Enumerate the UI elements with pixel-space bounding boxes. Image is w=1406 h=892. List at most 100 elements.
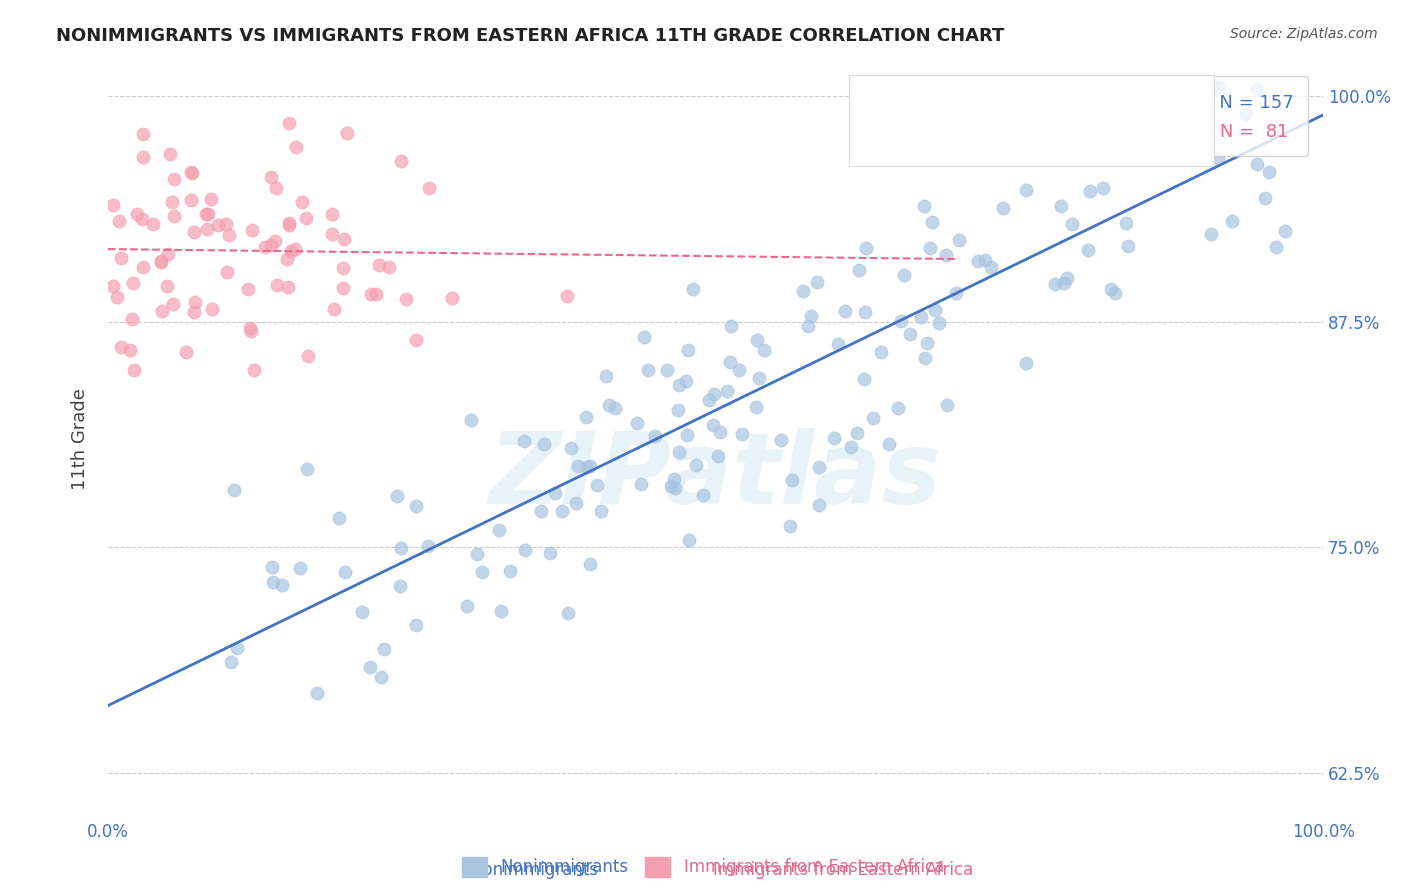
Point <box>550 504 572 518</box>
Point <box>120 343 142 357</box>
Point <box>260 169 283 184</box>
Point <box>276 252 298 267</box>
Point <box>747 333 769 347</box>
Point <box>1091 180 1114 194</box>
Point <box>253 240 276 254</box>
Point <box>807 459 830 474</box>
Point <box>416 539 439 553</box>
Point <box>215 265 238 279</box>
Point <box>603 401 626 416</box>
Point <box>915 336 938 351</box>
Point <box>418 181 440 195</box>
Point <box>770 433 793 447</box>
Point <box>364 287 387 301</box>
Point <box>555 289 578 303</box>
Point <box>1097 148 1119 162</box>
Point <box>1253 190 1275 204</box>
Point <box>1234 106 1257 120</box>
Point <box>278 116 301 130</box>
Point <box>460 413 482 427</box>
Point <box>105 290 128 304</box>
Point <box>262 575 284 590</box>
Point <box>284 139 307 153</box>
Point <box>709 425 731 439</box>
Point <box>731 426 754 441</box>
Point <box>1246 82 1268 96</box>
Point <box>557 606 579 620</box>
Point <box>834 304 856 318</box>
Point <box>637 363 659 377</box>
Point <box>697 392 720 407</box>
Point <box>405 333 427 347</box>
Point <box>219 655 242 669</box>
Point <box>240 223 263 237</box>
Point <box>589 504 612 518</box>
Point <box>806 276 828 290</box>
Legend: R =  0.596   N = 157, R = -0.046   N =  81: R = 0.596 N = 157, R = -0.046 N = 81 <box>1050 76 1308 156</box>
Point <box>352 606 374 620</box>
Point <box>332 261 354 276</box>
Point <box>626 416 648 430</box>
Point <box>848 263 870 277</box>
Y-axis label: 11th Grade: 11th Grade <box>72 388 89 490</box>
Point <box>678 533 700 547</box>
Point <box>336 126 359 140</box>
Point <box>852 371 875 385</box>
Point <box>533 436 555 450</box>
Point <box>280 244 302 259</box>
Point <box>1199 227 1222 241</box>
Point <box>718 355 741 369</box>
Point <box>727 362 749 376</box>
Point <box>924 303 946 318</box>
Point <box>662 472 685 486</box>
Point <box>1220 214 1243 228</box>
Point <box>271 578 294 592</box>
Point <box>910 310 932 324</box>
Point <box>395 292 418 306</box>
Point <box>887 401 910 416</box>
Point <box>912 199 935 213</box>
Point <box>291 195 314 210</box>
Point <box>184 294 207 309</box>
Point <box>149 255 172 269</box>
Point <box>465 547 488 561</box>
Point <box>122 363 145 377</box>
Point <box>595 369 617 384</box>
Point <box>676 343 699 357</box>
Point <box>160 194 183 209</box>
Point <box>264 234 287 248</box>
Point <box>870 345 893 359</box>
Point <box>278 218 301 232</box>
Point <box>456 599 478 613</box>
Point <box>1015 183 1038 197</box>
Point <box>675 374 697 388</box>
Point <box>1164 144 1187 158</box>
Point <box>808 498 831 512</box>
Point <box>565 496 588 510</box>
Point <box>277 280 299 294</box>
Point <box>991 201 1014 215</box>
Point <box>779 519 801 533</box>
Text: Immigrants from Eastern Africa: Immigrants from Eastern Africa <box>713 861 974 879</box>
Point <box>1060 217 1083 231</box>
Point <box>389 153 412 168</box>
Point <box>333 565 356 579</box>
Point <box>197 207 219 221</box>
Point <box>499 565 522 579</box>
Point <box>388 579 411 593</box>
Point <box>110 339 132 353</box>
Legend: Nonimmigrants, Immigrants from Eastern Africa: Nonimmigrants, Immigrants from Eastern A… <box>456 850 950 884</box>
Point <box>512 434 534 449</box>
Point <box>405 618 427 632</box>
Point <box>1129 79 1152 94</box>
Point <box>290 560 312 574</box>
Point <box>974 253 997 268</box>
Point <box>668 378 690 392</box>
Point <box>131 212 153 227</box>
Point <box>935 248 957 262</box>
Text: NONIMMIGRANTS VS IMMIGRANTS FROM EASTERN AFRICA 11TH GRADE CORRELATION CHART: NONIMMIGRANTS VS IMMIGRANTS FROM EASTERN… <box>56 27 1005 45</box>
Point <box>1078 79 1101 94</box>
Point <box>579 557 602 571</box>
Point <box>921 215 943 229</box>
Point <box>389 541 412 556</box>
